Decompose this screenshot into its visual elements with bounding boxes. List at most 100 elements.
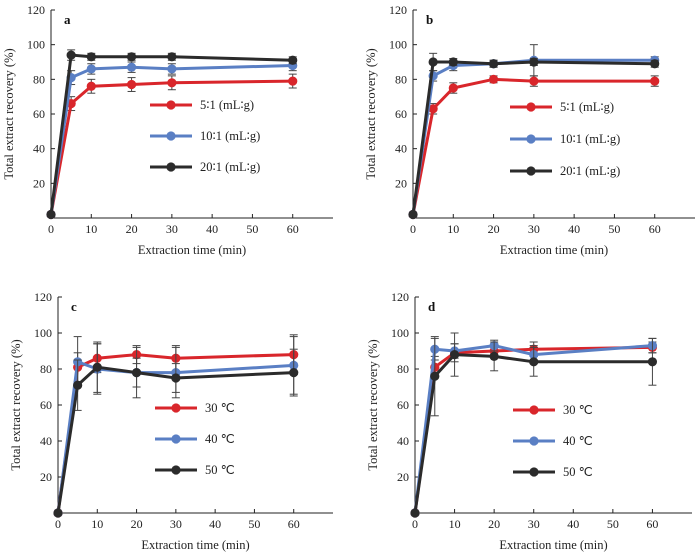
x-axis-title: Extraction time (min) — [138, 243, 246, 257]
y-axis-title: Total extract recovery (%) — [366, 339, 380, 470]
series-line — [411, 58, 655, 215]
legend-swatch-marker — [171, 434, 181, 444]
data-point — [408, 209, 418, 220]
data-point — [449, 350, 460, 360]
x-tick-label: 20 — [131, 517, 143, 531]
data-point — [167, 64, 177, 74]
y-tick-label: 120 — [27, 3, 45, 17]
series-line — [49, 79, 293, 215]
x-axis-title: Extraction time (min) — [499, 538, 607, 552]
data-point — [428, 104, 438, 114]
x-axis-title: Extraction time (min) — [141, 538, 249, 552]
legend: 30 ℃ 40 ℃ 50 ℃ — [155, 401, 235, 477]
y-tick-label: 20 — [397, 470, 409, 484]
series-line — [56, 365, 294, 514]
legend: 5∶1 (mL∶g) 10∶1 (mL∶g) 20∶1 (mL∶g) — [510, 100, 620, 178]
x-tick-label: 0 — [48, 222, 54, 236]
y-tick-label: 20 — [33, 176, 45, 190]
x-tick-label: 0 — [55, 517, 61, 531]
data-point — [66, 50, 76, 60]
y-axis-title: Total extract recovery (%) — [364, 48, 378, 179]
legend: 30 ℃ 40 ℃ 50 ℃ — [513, 403, 593, 479]
series-1 — [408, 74, 660, 220]
y-tick-label: 80 — [397, 362, 409, 376]
chart-panel-d: 0 10 20 30 40 50 60 20 40 60 80 100 120 Extraction ti… — [366, 290, 692, 552]
legend-label: 5∶1 (mL∶g) — [200, 98, 254, 112]
y-tick-label: 80 — [40, 362, 52, 376]
x-tick-label: 40 — [206, 222, 218, 236]
x-tick-label: 30 — [170, 517, 182, 531]
x-tick-label: 60 — [287, 222, 299, 236]
legend: 5∶1 (mL∶g) 10∶1 (mL∶g) 20∶1 (mL∶g) — [150, 98, 260, 174]
legend-swatch-marker — [166, 131, 176, 141]
x-tick-label: 20 — [126, 222, 138, 236]
data-point — [86, 52, 96, 62]
data-point — [126, 52, 137, 62]
data-point — [167, 52, 177, 62]
x-tick-label: 0 — [412, 517, 418, 531]
data-point — [86, 81, 96, 91]
panel-letter: d — [428, 299, 436, 314]
legend-label: 20∶1 (mL∶g) — [560, 164, 620, 178]
legend-swatch-marker — [166, 162, 176, 172]
x-tick-label: 60 — [649, 222, 661, 236]
series-line — [411, 60, 655, 215]
x-tick-label: 40 — [568, 222, 580, 236]
data-point — [53, 508, 63, 518]
y-tick-label: 60 — [33, 107, 45, 121]
data-point — [650, 76, 660, 86]
y-axis-title: Total extract recovery (%) — [2, 48, 16, 179]
x-tick-label: 10 — [91, 517, 103, 531]
data-point — [488, 59, 499, 69]
chart-panel-c: 0 10 20 30 40 50 60 20 40 60 80 100 120 Extraction ti… — [9, 290, 333, 552]
data-point — [448, 83, 458, 93]
legend-swatch-marker — [171, 465, 181, 475]
x-tick-label: 40 — [209, 517, 221, 531]
legend-label: 40 ℃ — [563, 434, 593, 448]
data-point — [126, 79, 137, 90]
series-1 — [46, 73, 298, 220]
legend-label: 30 ℃ — [563, 403, 593, 417]
legend-swatch-marker — [526, 102, 536, 112]
y-tick-label: 80 — [33, 72, 45, 86]
data-point — [289, 368, 299, 378]
y-tick-label: 40 — [33, 142, 45, 156]
x-tick-label: 30 — [166, 222, 178, 236]
data-point — [488, 74, 499, 84]
series-2 — [408, 44, 660, 220]
y-tick-label: 100 — [391, 326, 409, 340]
chart-panel-b: 0 10 20 30 40 50 60 20 40 60 80 100 120 Extraction ti… — [364, 3, 695, 257]
data-point — [131, 368, 142, 378]
x-tick-label: 10 — [449, 517, 461, 531]
data-point — [171, 373, 181, 383]
data-point — [650, 59, 660, 69]
x-tick-label: 60 — [646, 517, 658, 531]
x-tick-label: 20 — [488, 222, 500, 236]
chart-panel-a: 0 10 20 30 40 50 60 20 40 60 80 100 120 Extraction ti… — [2, 3, 333, 257]
legend-label: 50 ℃ — [205, 463, 235, 477]
x-tick-label: 40 — [567, 517, 579, 531]
legend-swatch-marker — [529, 467, 539, 477]
legend-swatch-marker — [529, 405, 539, 415]
y-tick-label: 100 — [34, 326, 52, 340]
y-tick-label: 20 — [395, 176, 407, 190]
series-3 — [53, 341, 299, 518]
legend-label: 10∶1 (mL∶g) — [200, 129, 260, 143]
x-tick-label: 10 — [85, 222, 97, 236]
series-3 — [46, 49, 298, 220]
panel-letter: c — [71, 299, 77, 314]
y-tick-label: 60 — [397, 398, 409, 412]
x-tick-label: 20 — [488, 517, 500, 531]
series-line — [49, 63, 293, 215]
series-line — [413, 353, 653, 514]
x-tick-label: 60 — [288, 517, 300, 531]
series-3 — [410, 332, 658, 518]
panel-letter: b — [426, 12, 433, 27]
data-point — [529, 357, 539, 367]
y-tick-label: 60 — [40, 398, 52, 412]
data-point — [529, 76, 539, 86]
data-point — [92, 362, 102, 372]
legend-swatch-marker — [526, 134, 536, 144]
y-tick-label: 100 — [27, 38, 45, 52]
